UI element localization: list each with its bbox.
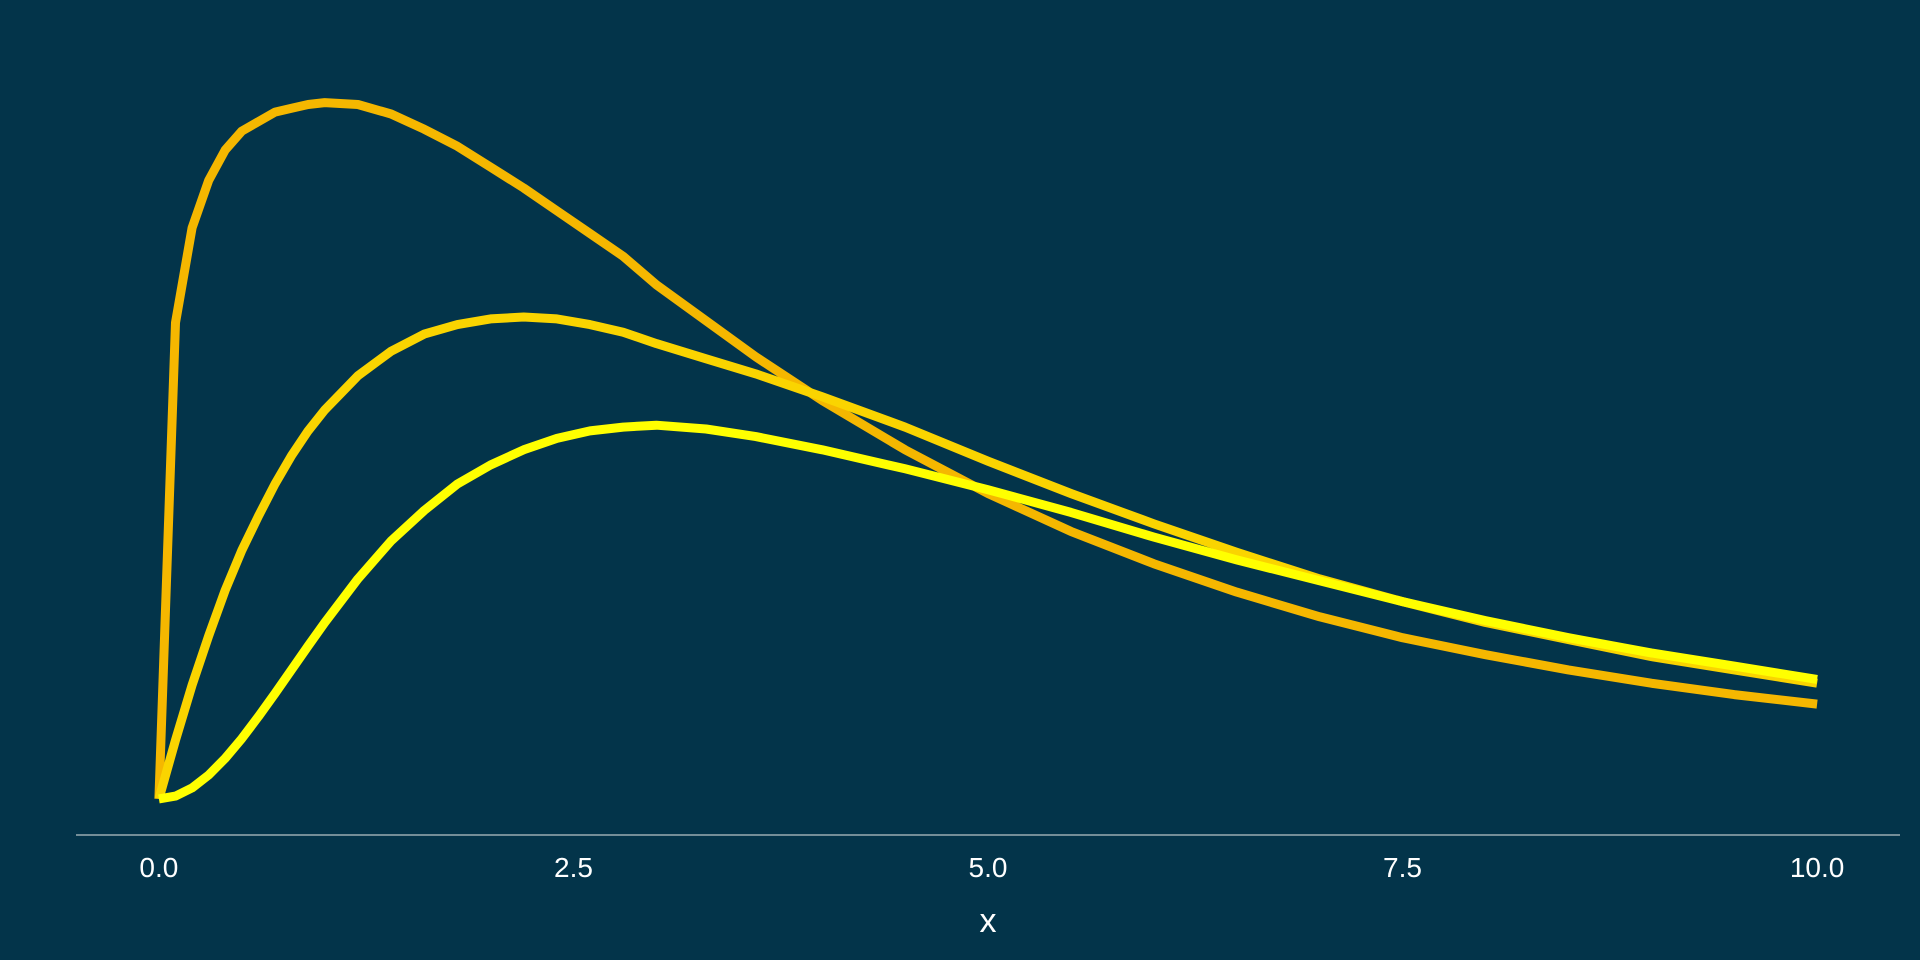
x-axis-title: x xyxy=(980,902,997,940)
x-tick-label: 5.0 xyxy=(969,852,1008,883)
series-layer xyxy=(154,98,1818,804)
series-line-3 xyxy=(158,420,1818,804)
x-tick-label: 10.0 xyxy=(1790,852,1845,883)
x-tick-label: 0.0 xyxy=(139,852,178,883)
series-line-1 xyxy=(154,98,1818,800)
x-axis-ticks: 0.0 2.5 5.0 7.5 10.0 xyxy=(139,852,1844,883)
x-tick-label: 7.5 xyxy=(1383,852,1422,883)
x-tick-label: 2.5 xyxy=(554,852,593,883)
